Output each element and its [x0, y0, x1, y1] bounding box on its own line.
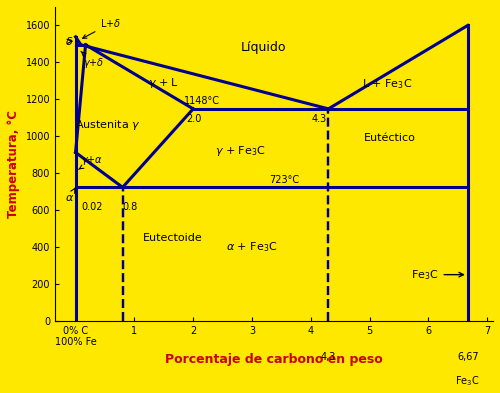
Y-axis label: Temperatura, °C: Temperatura, °C [7, 110, 20, 218]
Text: 1148°C: 1148°C [184, 96, 220, 106]
Text: 6,67: 6,67 [457, 352, 478, 362]
Text: $\alpha$ + Fe$_3$C: $\alpha$ + Fe$_3$C [226, 240, 278, 254]
Text: 723°C: 723°C [270, 175, 300, 185]
Text: Fe$_3$C: Fe$_3$C [456, 374, 480, 388]
Text: L + Fe$_3$C: L + Fe$_3$C [362, 77, 412, 92]
Text: $\gamma$ + L: $\gamma$ + L [148, 75, 180, 90]
Text: Austenita $\gamma$: Austenita $\gamma$ [75, 118, 140, 132]
Text: Eutectoide: Eutectoide [143, 233, 203, 243]
Text: 0.8: 0.8 [122, 202, 138, 212]
Text: $\gamma$+$\alpha$: $\gamma$+$\alpha$ [78, 154, 104, 169]
Text: Fe$_3$C: Fe$_3$C [410, 268, 464, 281]
Text: 4.3: 4.3 [312, 114, 327, 124]
Text: $\delta$: $\delta$ [65, 35, 74, 47]
Text: 2.0: 2.0 [186, 114, 202, 124]
Text: Eutéctico: Eutéctico [364, 133, 416, 143]
Text: 0.02: 0.02 [82, 202, 103, 212]
Text: 4,3: 4,3 [320, 352, 336, 362]
Text: Líquido: Líquido [241, 41, 286, 54]
Text: $\gamma$ + Fe$_3$C: $\gamma$ + Fe$_3$C [215, 144, 266, 158]
Text: L+$\delta$: L+$\delta$ [82, 17, 122, 38]
Text: $\gamma$+$\delta$: $\gamma$+$\delta$ [81, 51, 104, 70]
X-axis label: Porcentaje de carbono en peso: Porcentaje de carbono en peso [165, 353, 383, 366]
Text: $\alpha$: $\alpha$ [65, 187, 76, 203]
